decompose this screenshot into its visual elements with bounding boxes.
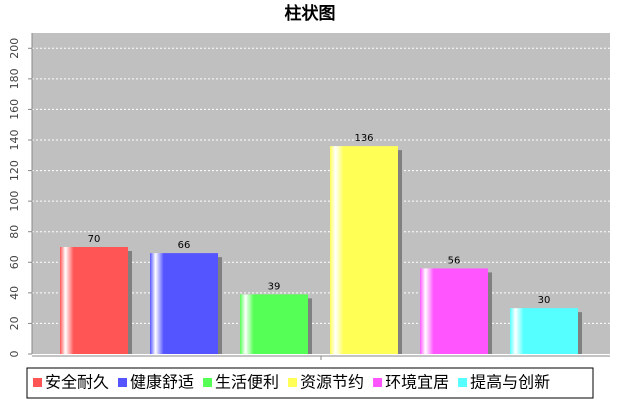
y-tick-label: 100 — [8, 191, 21, 212]
y-tick-label: 40 — [8, 286, 21, 300]
legend-label: 生活便利 — [215, 373, 279, 392]
data-label: 56 — [448, 255, 461, 266]
legend-swatch — [458, 378, 468, 387]
chart-title: 柱状图 — [285, 3, 336, 24]
data-label: 70 — [88, 234, 101, 245]
bar — [240, 294, 308, 354]
data-label: 30 — [538, 295, 551, 306]
y-tick-label: 20 — [8, 316, 21, 330]
y-tick-label: 0 — [8, 351, 21, 358]
legend-swatch — [288, 378, 298, 387]
y-tick-label: 160 — [8, 99, 21, 120]
bar — [420, 268, 488, 354]
y-tick-label: 60 — [8, 255, 21, 269]
data-label: 39 — [268, 281, 281, 292]
bar — [150, 253, 218, 354]
bar — [510, 308, 578, 354]
legend-swatch — [373, 378, 383, 387]
legend-label: 资源节约 — [300, 373, 364, 392]
bar — [60, 247, 128, 354]
legend-swatch — [33, 378, 42, 387]
y-tick-label: 140 — [8, 130, 21, 151]
y-tick-label: 120 — [8, 160, 21, 181]
data-label: 66 — [178, 240, 191, 251]
data-label: 136 — [354, 133, 373, 144]
y-tick-label: 180 — [8, 68, 21, 89]
legend-label: 环境宜居 — [385, 373, 449, 392]
legend-label: 健康舒适 — [130, 373, 194, 392]
legend-label: 安全耐久 — [45, 373, 109, 392]
legend-label: 提高与创新 — [470, 373, 550, 392]
bar — [330, 146, 398, 354]
legend-swatch — [203, 378, 213, 387]
legend-swatch — [118, 378, 128, 387]
y-tick-label: 200 — [8, 38, 21, 59]
y-tick-label: 80 — [8, 225, 21, 239]
